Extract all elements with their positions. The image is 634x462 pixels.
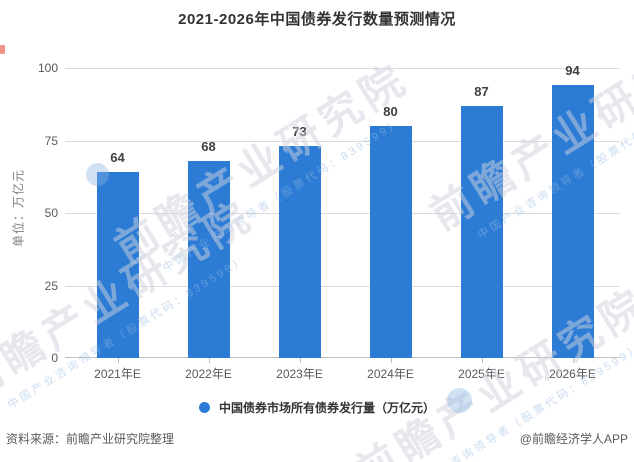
x-axis-tick [572,358,574,363]
bar-value-label: 68 [201,138,216,154]
bar-value-label: 80 [383,104,398,119]
footer: 资料来源：前瞻产业研究院整理 @前瞻经济学人APP [6,430,628,447]
x-axis-label: 2023年E [276,367,323,381]
bar-value-label: 94 [565,63,580,79]
x-axis-label: 2025年E [458,367,505,381]
bar [551,85,594,358]
bar-value-label: 64 [110,150,125,166]
bar [278,146,321,358]
x-axis-label: 2026年E [549,367,596,381]
bar-group-1: 64 2021年E [72,68,163,381]
y-tick-label-75: 75 [44,133,58,148]
brand-text: @前瞻经济学人APP [519,432,628,446]
y-tick-label-25: 25 [44,278,58,293]
bar-group-5: 87 2025年E [436,68,527,381]
legend-marker-circle-icon [198,402,210,413]
x-axis-tick [481,358,483,363]
x-axis-line [65,357,620,358]
bar [369,126,412,358]
y-tick-label-100: 100 [37,61,58,75]
red-corner-mark [0,45,5,54]
bar-value-label: 87 [474,83,489,99]
x-axis-label: 2021年E [94,367,141,381]
y-tick-label-0: 0 [51,351,58,365]
bar-group-2: 68 2022年E [163,68,254,381]
bar-group-6: 94 2026年E [527,63,618,381]
bar [96,172,139,358]
bars-row: 64 2021年E 68 2022年E 73 2023年E 80 2024年E 87 2025年E… [72,63,618,381]
bar-group-3: 73 2023年E [254,68,345,381]
plot-area: 64 2021年E 68 2022年E 73 2023年E 80 2024年E 87 2025年E… [65,63,620,381]
legend-label: 中国债券市场所有债券发行量（万亿元） [218,401,435,415]
bar-value-label: 73 [292,124,307,140]
gridline-25 [65,285,620,287]
bar [460,105,503,358]
gridline-75 [65,140,620,142]
x-axis-label: 2024年E [367,367,414,381]
y-axis: 0 25 50 75 100 [0,61,58,365]
gridline-100 [65,68,620,69]
source-text: 资料来源：前瞻产业研究院整理 [6,432,175,446]
x-axis-tick [299,358,301,363]
y-tick-label-50: 50 [44,206,58,220]
x-axis-tick [117,358,119,363]
chart-title: 2021-2026年中国债券发行数量预测情况 [178,11,456,28]
legend: 中国债券市场所有债券发行量（万亿元） [0,399,634,416]
x-axis-label: 2022年E [185,367,232,381]
bar [187,160,230,358]
bar-group-4: 80 2024年E [345,68,436,381]
x-axis-tick [390,358,392,363]
x-axis-tick [208,358,210,363]
gridline-50 [65,213,620,214]
